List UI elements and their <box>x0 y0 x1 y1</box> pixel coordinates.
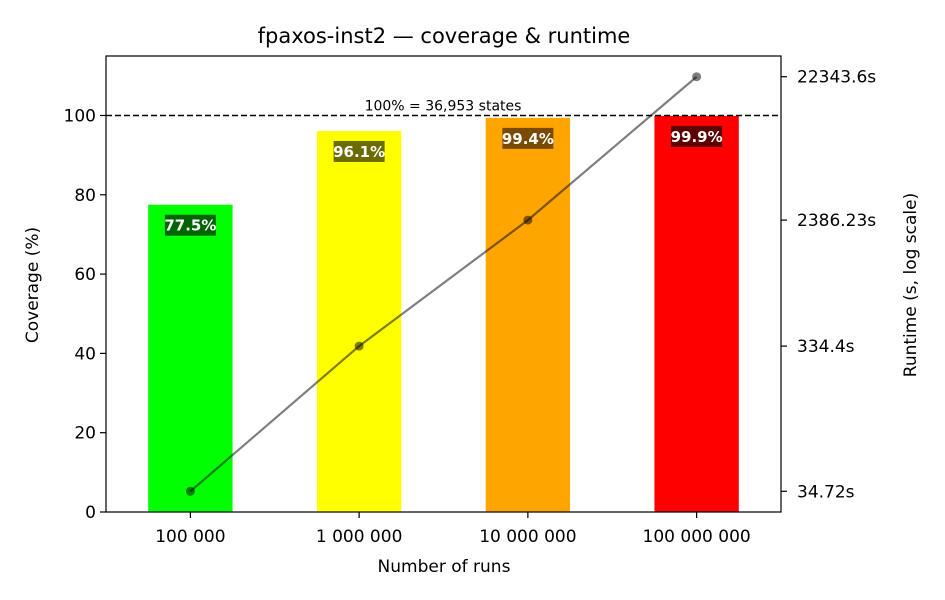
bar-value-label: 96.1% <box>333 143 385 161</box>
bar <box>485 117 571 512</box>
bar-value-label-bg <box>671 125 723 147</box>
y-axis-title: Coverage (%) <box>23 227 43 343</box>
bar-value-label: 77.5% <box>164 217 216 235</box>
runtime-line-layer <box>185 72 702 496</box>
bar-value-label-bg <box>502 127 554 149</box>
bar <box>148 204 233 512</box>
y2-tick-label: 334.4s <box>797 337 855 357</box>
bar-value-label-bg <box>333 140 385 162</box>
y2-tick-label: 34.72s <box>797 482 855 502</box>
bar <box>654 115 739 512</box>
chart-title: fpaxos-inst2 — coverage & runtime <box>258 24 631 48</box>
runtime-point <box>354 341 364 351</box>
y2-axis-title: Runtime (s, log scale) <box>901 193 921 377</box>
y2-tick-label: 22343.6s <box>797 68 876 88</box>
x-tick-label: 100 000 <box>155 527 225 547</box>
bar-value-label-bg <box>164 214 216 236</box>
x-axis-title: Number of runs <box>378 557 511 577</box>
x-tick-label: 10 000 000 <box>479 527 576 547</box>
y-tick-label: 60 <box>74 265 96 285</box>
plot-frame <box>105 55 782 513</box>
y2-tick-label: 2386.23s <box>797 211 876 231</box>
y-tick-label: 0 <box>85 503 96 523</box>
x-tick-label: 100 000 000 <box>643 527 751 547</box>
y-tick-label: 80 <box>74 186 96 206</box>
y-tick-label: 20 <box>74 424 96 444</box>
x-tick-label: 1 000 000 <box>316 527 403 547</box>
runtime-point <box>523 215 533 225</box>
axes-layer: 0 20 40 60 80 100 34.72s 334.4s 2386.23s 22343.6s… <box>64 55 876 547</box>
bar-value-label: 99.9% <box>671 128 723 146</box>
reference-line-layer: 100% = 36,953 states <box>106 98 781 117</box>
runtime-point <box>692 72 702 82</box>
y-tick-label: 40 <box>74 344 96 364</box>
bars-layer: 77.5% 96.1% 99.4% 99.9% <box>148 115 739 512</box>
reference-line-label: 100% = 36,953 states <box>365 98 522 114</box>
bar <box>316 130 402 512</box>
bar-value-label: 99.4% <box>502 130 554 148</box>
runtime-point <box>185 486 195 496</box>
y-tick-label: 100 <box>64 106 96 126</box>
runtime-line <box>189 75 698 493</box>
